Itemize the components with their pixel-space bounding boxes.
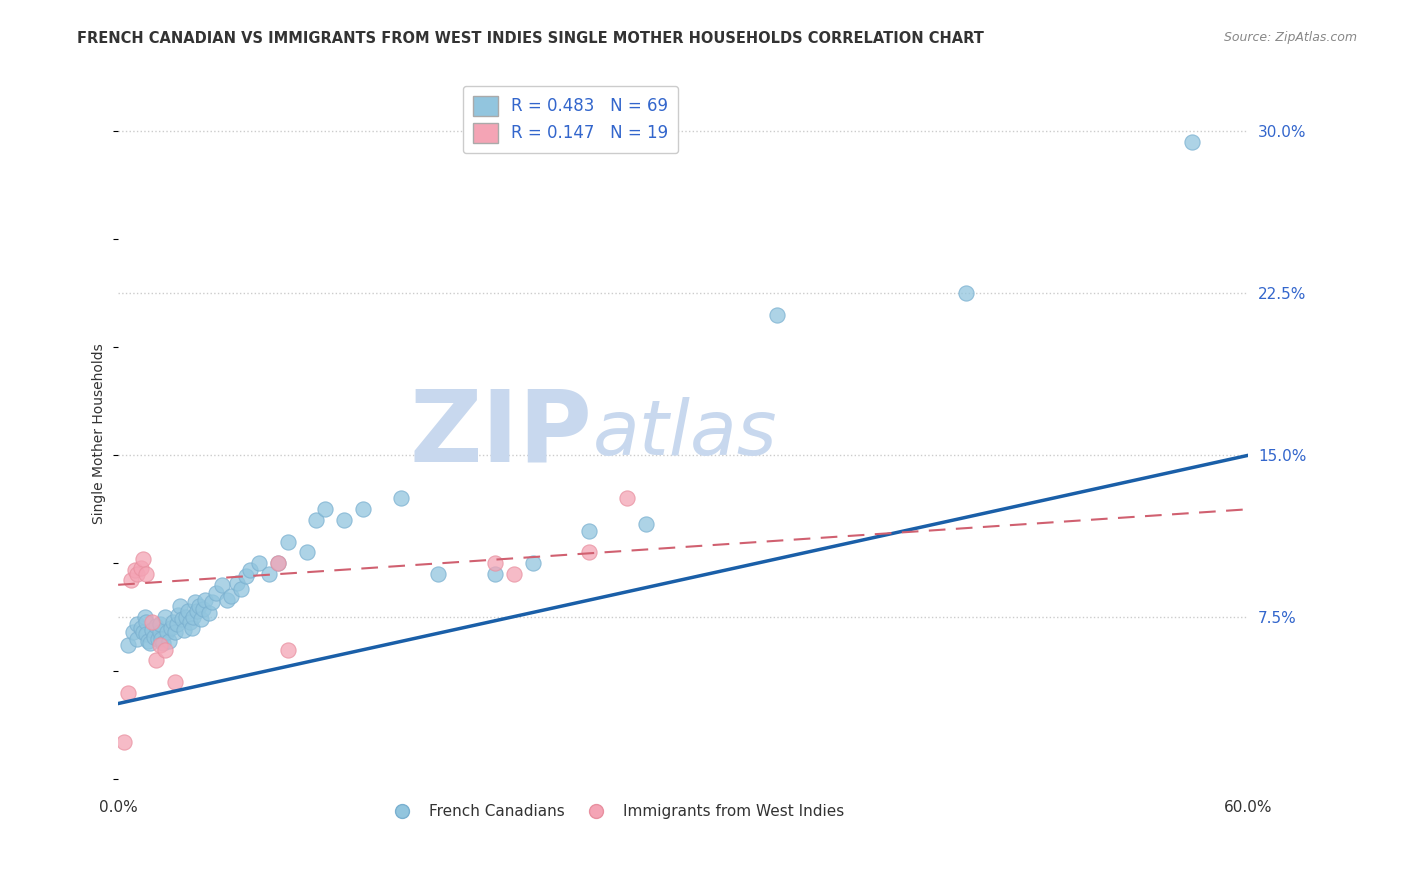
Point (129, 621, 152, 635)
Point (139, 636, 162, 650)
Point (578, 545, 600, 559)
Point (267, 556, 290, 570)
Point (616, 491, 638, 506)
Point (148, 625, 170, 640)
Legend: French Canadians, Immigrants from West Indies: French Canadians, Immigrants from West I… (381, 797, 851, 825)
Point (148, 638, 170, 652)
Point (267, 556, 290, 570)
Point (169, 599, 191, 614)
Point (152, 636, 174, 650)
Point (179, 615, 201, 629)
Point (141, 623, 163, 637)
Point (502, 567, 524, 582)
Point (125, 616, 148, 631)
Point (201, 595, 224, 609)
Point (235, 569, 257, 583)
Point (167, 607, 190, 622)
Point (186, 604, 208, 618)
Point (180, 621, 202, 635)
Point (150, 632, 173, 646)
Point (145, 619, 167, 633)
Point (766, 308, 789, 322)
Point (211, 578, 233, 592)
Point (389, 491, 412, 506)
Point (163, 675, 186, 690)
Point (257, 567, 280, 582)
Point (277, 642, 299, 657)
Point (190, 612, 212, 626)
Point (578, 524, 600, 538)
Point (163, 625, 186, 640)
Text: atlas: atlas (593, 397, 778, 471)
Point (160, 621, 183, 635)
Point (333, 513, 356, 527)
Point (125, 632, 148, 646)
Point (174, 610, 197, 624)
Text: ZIP: ZIP (411, 385, 593, 483)
Point (131, 625, 153, 640)
Point (125, 567, 148, 582)
Point (522, 556, 544, 570)
Point (183, 610, 205, 624)
Point (955, 286, 977, 301)
Point (1181, 135, 1204, 149)
Point (142, 630, 165, 644)
Point (112, 735, 135, 749)
Point (145, 653, 167, 667)
Point (117, 686, 139, 700)
Point (120, 574, 142, 588)
Point (157, 634, 180, 648)
Point (305, 513, 328, 527)
Point (484, 556, 506, 570)
Point (188, 599, 211, 614)
Text: FRENCH CANADIAN VS IMMIGRANTS FROM WEST INDIES SINGLE MOTHER HOUSEHOLDS CORRELAT: FRENCH CANADIAN VS IMMIGRANTS FROM WEST … (77, 31, 984, 46)
Point (191, 601, 214, 615)
Point (129, 560, 152, 574)
Point (177, 604, 200, 618)
Point (135, 567, 157, 582)
Point (135, 627, 157, 641)
Point (239, 563, 262, 577)
Point (194, 593, 217, 607)
Point (184, 595, 207, 609)
Point (427, 567, 450, 582)
Point (205, 586, 228, 600)
Point (162, 615, 184, 629)
Point (314, 502, 336, 516)
Point (173, 623, 195, 637)
Point (124, 563, 146, 577)
Point (634, 517, 657, 532)
Point (136, 634, 159, 648)
Point (277, 534, 299, 549)
Point (117, 638, 139, 652)
Point (146, 632, 169, 646)
Point (172, 612, 194, 626)
Point (217, 593, 239, 607)
Point (295, 545, 318, 559)
Point (352, 502, 374, 516)
Point (484, 567, 506, 582)
Point (148, 616, 170, 631)
Point (166, 616, 188, 631)
Point (135, 615, 157, 629)
Point (197, 606, 219, 620)
Point (155, 610, 177, 624)
Y-axis label: Single Mother Households: Single Mother Households (93, 343, 107, 524)
Point (156, 625, 179, 640)
Point (122, 625, 145, 640)
Point (229, 582, 252, 596)
Point (131, 552, 153, 566)
Text: Source: ZipAtlas.com: Source: ZipAtlas.com (1223, 31, 1357, 45)
Point (249, 556, 271, 570)
Point (225, 575, 247, 590)
Point (155, 642, 177, 657)
Point (134, 610, 156, 624)
Point (141, 615, 163, 629)
Point (219, 589, 242, 603)
